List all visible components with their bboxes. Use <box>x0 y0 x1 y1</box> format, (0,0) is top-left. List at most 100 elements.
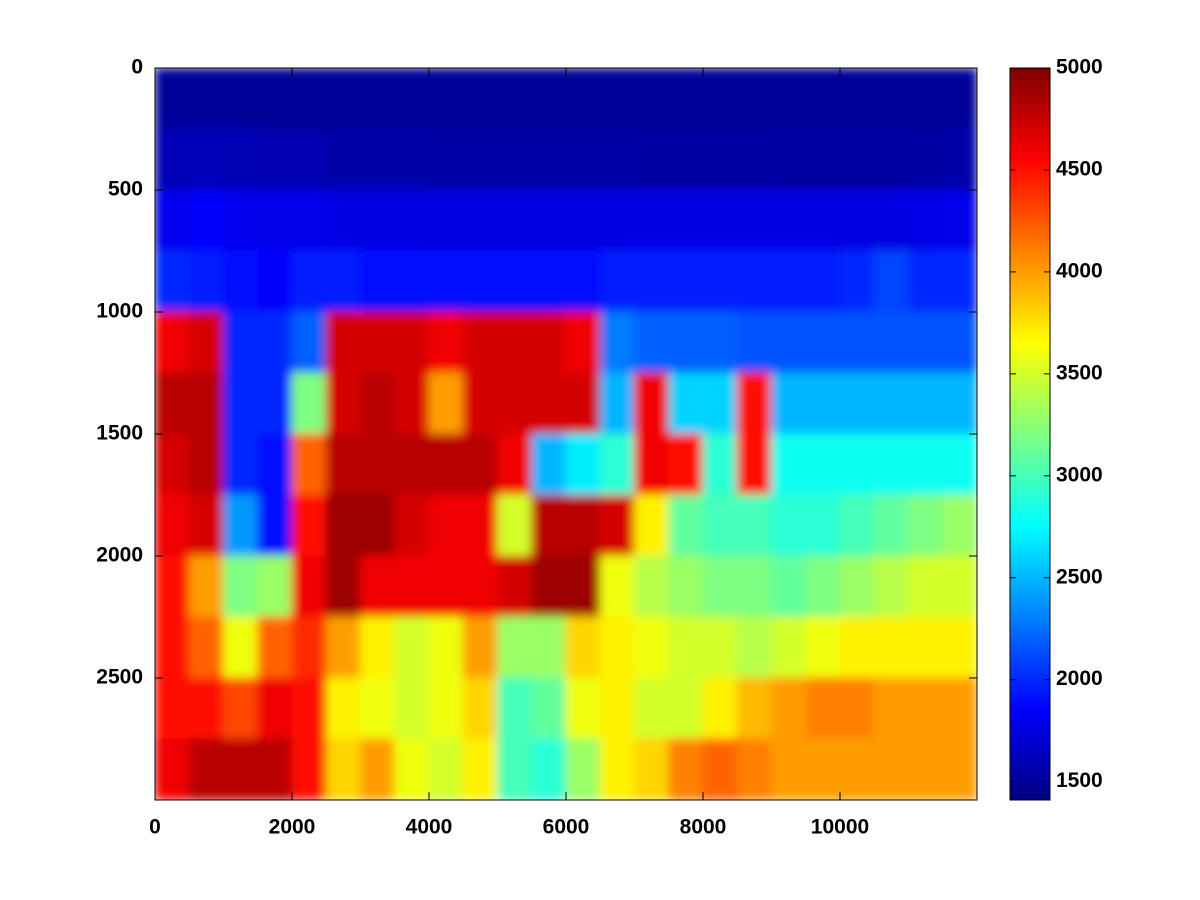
heatmap-cell <box>668 250 704 313</box>
heatmap-cell <box>634 738 670 800</box>
heatmap-cell <box>360 555 396 618</box>
heatmap-cell <box>257 494 293 557</box>
heatmap-cell <box>155 616 190 679</box>
heatmap-cell <box>908 250 944 313</box>
heatmap-cell <box>291 189 327 252</box>
heatmap-cell <box>188 68 224 130</box>
heatmap-cell <box>188 189 224 252</box>
heatmap-cell <box>805 738 841 800</box>
heatmap-cell <box>497 250 533 313</box>
heatmap-cell <box>805 128 841 191</box>
colorbar-tick-label: 2000 <box>1056 667 1103 690</box>
heatmap-cell <box>839 616 875 679</box>
heatmap-cell <box>188 250 224 313</box>
heatmap-cell <box>805 494 841 557</box>
heatmap-cell <box>394 677 430 740</box>
heatmap-cell <box>223 128 259 191</box>
heatmap-cell <box>839 433 875 496</box>
heatmap-cell <box>908 68 944 130</box>
heatmap-cell <box>325 433 361 496</box>
heatmap-cell <box>702 128 738 191</box>
heatmap-cell <box>428 372 464 435</box>
heatmap-cell <box>462 250 498 313</box>
heatmap-cell <box>736 311 772 374</box>
heatmap-cell <box>771 433 807 496</box>
heatmap-cell <box>839 311 875 374</box>
heatmap-cell <box>257 372 293 435</box>
heatmap-cell <box>325 68 361 130</box>
heatmap-cell <box>771 616 807 679</box>
heatmap-cell <box>908 494 944 557</box>
heatmap-cell <box>462 189 498 252</box>
heatmap-cell <box>599 372 635 435</box>
heatmap-cell <box>565 128 601 191</box>
heatmap-cell <box>223 250 259 313</box>
heatmap-cell <box>771 677 807 740</box>
heatmap-cell <box>942 738 977 800</box>
heatmap-cell <box>805 555 841 618</box>
heatmap-cell <box>325 494 361 557</box>
heatmap-cell <box>531 189 567 252</box>
heatmap-cell <box>325 616 361 679</box>
heatmap-cell <box>394 311 430 374</box>
heatmap-cell <box>873 616 909 679</box>
heatmap-cell <box>565 250 601 313</box>
heatmap-cell <box>599 555 635 618</box>
y-tick-label: 2500 <box>96 666 143 689</box>
heatmap-cell <box>462 311 498 374</box>
heatmap-cell <box>223 616 259 679</box>
heatmap-cell <box>394 616 430 679</box>
y-tick-label: 1000 <box>96 300 143 323</box>
heatmap-cell <box>188 494 224 557</box>
heatmap-cell <box>942 372 977 435</box>
heatmap-cell <box>188 372 224 435</box>
heatmap-cell <box>634 372 670 435</box>
heatmap-cell <box>839 677 875 740</box>
heatmap-cell <box>771 128 807 191</box>
heatmap-cell <box>155 433 190 496</box>
heatmap-cell <box>223 189 259 252</box>
heatmap-cell <box>702 189 738 252</box>
heatmap-cell <box>428 555 464 618</box>
heatmap-cell <box>325 311 361 374</box>
x-tick-label: 2000 <box>269 816 316 839</box>
heatmap-cell <box>155 311 190 374</box>
heatmap-cell <box>565 433 601 496</box>
heatmap-cell <box>531 738 567 800</box>
heatmap-cell <box>394 250 430 313</box>
heatmap-cell <box>908 677 944 740</box>
heatmap-cell <box>360 433 396 496</box>
heatmap-cell <box>223 433 259 496</box>
heatmap-cell <box>873 555 909 618</box>
heatmap-cell <box>736 128 772 191</box>
heatmap-cell <box>462 372 498 435</box>
heatmap-cell <box>428 616 464 679</box>
heatmap-cell <box>908 128 944 191</box>
heatmap-cell <box>873 494 909 557</box>
heatmap-cell <box>155 68 190 130</box>
heatmap-cell <box>497 738 533 800</box>
heatmap-cell <box>497 555 533 618</box>
heatmap-cell <box>942 555 977 618</box>
heatmap-cell <box>873 250 909 313</box>
heatmap-cell <box>736 738 772 800</box>
heatmap-cell <box>668 372 704 435</box>
heatmap-cell <box>599 494 635 557</box>
colorbar-tick-label: 3500 <box>1056 361 1103 384</box>
heatmap-cell <box>736 494 772 557</box>
heatmap-cell <box>839 372 875 435</box>
heatmap-cell <box>565 738 601 800</box>
heatmap-cell <box>839 494 875 557</box>
heatmap-cell <box>531 250 567 313</box>
heatmap-cell <box>428 433 464 496</box>
heatmap-cell <box>668 738 704 800</box>
heatmap-cell <box>291 311 327 374</box>
heatmap-cell <box>942 128 977 191</box>
heatmap-cell <box>565 555 601 618</box>
heatmap-cell <box>668 128 704 191</box>
heatmap-cell <box>462 616 498 679</box>
heatmap-cell <box>462 677 498 740</box>
heatmap-cell <box>942 189 977 252</box>
colorbar-tick-label: 1500 <box>1056 769 1103 792</box>
